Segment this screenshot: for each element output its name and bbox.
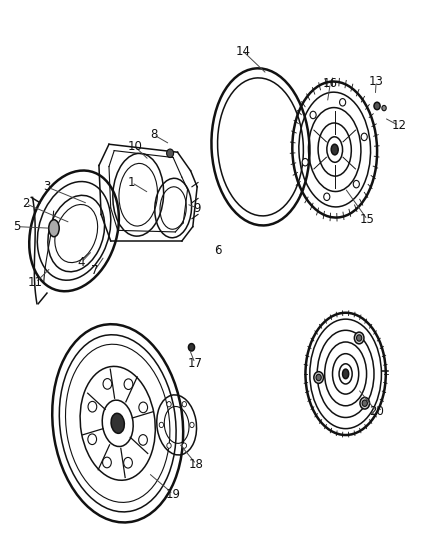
Circle shape [103,378,112,389]
Circle shape [190,422,194,427]
Circle shape [382,106,386,111]
Circle shape [88,434,96,445]
Circle shape [124,379,133,390]
Text: 9: 9 [194,201,201,214]
Text: 13: 13 [369,75,384,88]
Circle shape [182,401,187,407]
Text: 1: 1 [128,176,135,189]
Circle shape [139,434,148,445]
Circle shape [357,335,362,341]
Circle shape [310,111,316,119]
Circle shape [302,158,308,166]
Text: 3: 3 [43,180,50,193]
Circle shape [166,149,173,158]
Circle shape [316,374,321,381]
Circle shape [188,344,194,351]
Circle shape [159,422,163,427]
Text: 5: 5 [14,220,21,233]
Circle shape [314,372,323,383]
Text: 7: 7 [91,264,98,277]
Text: 16: 16 [323,77,338,90]
Circle shape [353,180,359,188]
Circle shape [167,401,171,407]
Text: 10: 10 [128,140,143,154]
Text: 19: 19 [166,488,180,500]
Text: 18: 18 [189,458,204,471]
Circle shape [124,457,132,468]
Text: 11: 11 [28,276,43,289]
Circle shape [360,398,370,409]
Text: 2: 2 [22,197,30,211]
Circle shape [354,332,364,344]
Circle shape [182,443,187,448]
Circle shape [139,402,148,413]
Circle shape [88,401,97,412]
Circle shape [361,133,367,141]
Circle shape [339,99,346,106]
Circle shape [362,400,367,406]
Text: 17: 17 [187,357,202,370]
Ellipse shape [331,144,338,155]
Circle shape [324,193,330,200]
Circle shape [167,443,171,448]
Circle shape [374,102,380,110]
Ellipse shape [111,413,124,433]
Ellipse shape [49,220,59,237]
Text: 12: 12 [392,119,406,132]
Text: 14: 14 [236,45,251,58]
Text: 4: 4 [78,256,85,269]
Text: 8: 8 [150,128,157,141]
Ellipse shape [343,369,349,378]
Text: 15: 15 [360,213,375,226]
Text: 6: 6 [214,244,222,257]
Circle shape [102,457,111,468]
Text: 20: 20 [369,405,384,417]
